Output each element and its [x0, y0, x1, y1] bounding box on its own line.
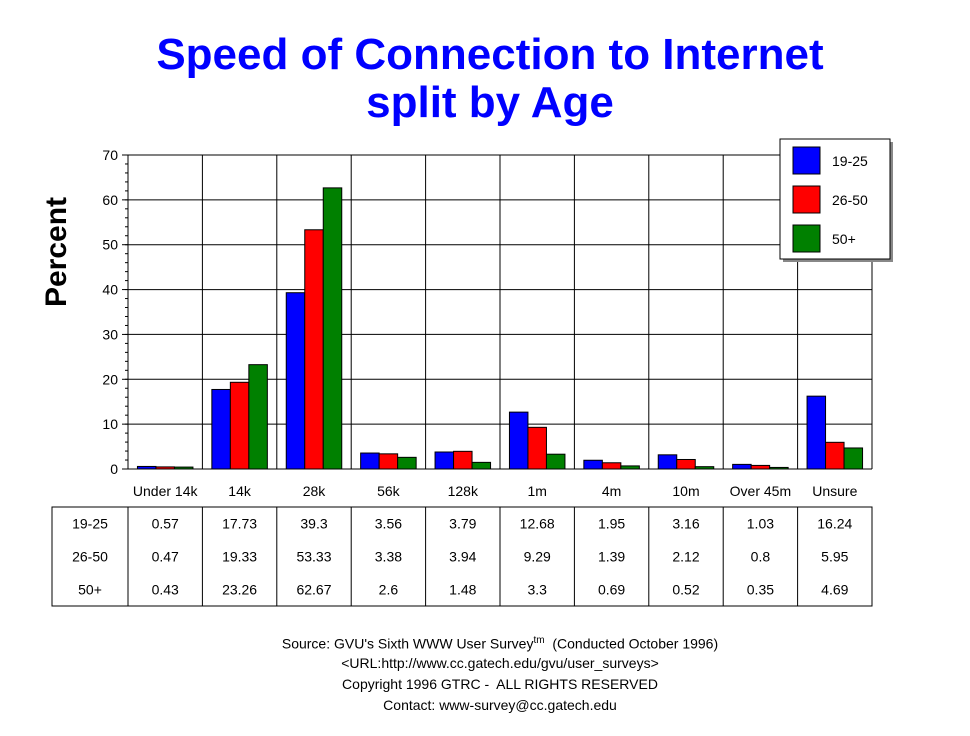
x-tick-label: 28k [303, 483, 327, 499]
table-cell: 19.33 [222, 549, 257, 565]
grid [127, 154, 873, 470]
table-cell: 3.16 [672, 516, 699, 532]
y-axis-label-wrapper: Percent [40, 197, 73, 307]
table-cell: 12.68 [520, 516, 555, 532]
table-cell: 23.26 [222, 582, 257, 598]
bar [471, 461, 492, 470]
table-cell: 1.95 [598, 516, 625, 532]
y-tick-label: 50 [102, 237, 118, 253]
table-cell: 2.12 [672, 549, 699, 565]
bar [360, 452, 380, 470]
table-cell: 0.35 [747, 582, 774, 598]
x-tick-labels: Under 14k 14k 28k 56k 128k 1m 4m 10m Over 45m Uns… [133, 483, 858, 499]
bar [732, 463, 752, 470]
data-table: 19-25 0.57 17.73 39.3 3.56 3.79 12.68 1.95 3.16 1… [51, 506, 873, 607]
y-tick-label: 60 [102, 192, 118, 208]
table-cell: 1.48 [449, 582, 476, 598]
legend-label: 19-25 [832, 153, 868, 169]
source-date: (Conducted October 1996) [544, 635, 719, 652]
table-cell: 2.6 [379, 582, 399, 598]
x-tick-label: 128k [448, 483, 479, 499]
bar [583, 459, 603, 470]
bar [229, 381, 250, 470]
x-tick-label: Over 45m [730, 483, 791, 499]
table-row-label: 19-25 [72, 516, 108, 532]
table-row-label: 26-50 [72, 549, 108, 565]
table-cell: 3.94 [449, 549, 476, 565]
legend-swatch [792, 146, 821, 175]
bar [304, 229, 324, 470]
chart-title-line-1: Speed of Connection to Internet [156, 30, 824, 79]
table-cell: 1.39 [598, 549, 625, 565]
bar [806, 395, 827, 470]
table-border [51, 506, 873, 607]
table-cell: 9.29 [524, 549, 551, 565]
bar [434, 451, 455, 470]
table-cell: 3.79 [449, 516, 476, 532]
table-cell: 0.52 [672, 582, 699, 598]
y-axis-label: Percent [40, 197, 73, 307]
bar [657, 454, 678, 470]
table-cell: 16.24 [817, 516, 852, 532]
table-cell: 39.3 [300, 516, 327, 532]
source-url: <URL:http://www.cc.gatech.edu/gvu/user_s… [341, 655, 659, 671]
x-tick-label: 10m [672, 483, 699, 499]
legend: 19-25 26-50 50+ [779, 138, 893, 262]
table-cell: 4.69 [821, 582, 848, 598]
table-row-label: 50+ [78, 582, 102, 598]
x-tick-label: 56k [377, 483, 401, 499]
bar [211, 388, 231, 470]
y-tick-label: 70 [102, 147, 118, 163]
bar [545, 453, 566, 470]
legend-swatch [792, 224, 821, 253]
table-cell: 3.38 [375, 549, 402, 565]
table-cell: 62.67 [296, 582, 331, 598]
table-cell: 17.73 [222, 516, 257, 532]
x-tick-label: Unsure [812, 483, 857, 499]
bar [843, 447, 864, 470]
table-cell: 0.8 [751, 549, 771, 565]
bar [397, 456, 417, 470]
table-cell: 3.3 [527, 582, 547, 598]
bar [676, 458, 696, 470]
bar [750, 464, 771, 470]
legend-label: 50+ [832, 231, 856, 247]
bar [508, 411, 529, 470]
y-tick-label: 30 [102, 326, 118, 342]
bar [248, 364, 268, 470]
bar [601, 462, 622, 470]
y-tick-label: 0 [110, 461, 118, 477]
table-cell: 5.95 [821, 549, 848, 565]
copyright: Copyright 1996 GTRC - ALL RIGHTS RESERVE… [342, 676, 658, 692]
x-tick-label: Under 14k [133, 483, 199, 499]
bar [453, 450, 473, 470]
x-tick-label: 4m [602, 483, 621, 499]
legend-label: 26-50 [832, 192, 868, 208]
bar [527, 426, 547, 470]
bar [285, 292, 306, 470]
table-cell: 0.47 [152, 549, 179, 565]
table-cell: 1.03 [747, 516, 774, 532]
table-cell: 3.56 [375, 516, 402, 532]
source-line: Source: GVU's Sixth WWW User Surveytm (C… [0, 635, 970, 652]
table-cell: 0.57 [152, 516, 179, 532]
y-tick-label: 40 [102, 282, 118, 298]
y-tick-label: 10 [102, 416, 118, 432]
x-tick-label: 14k [228, 483, 252, 499]
y-tick-label: 20 [102, 371, 118, 387]
chart-title-line-2: split by Age [366, 78, 614, 127]
bar [322, 187, 343, 470]
table-cell: 0.69 [598, 582, 625, 598]
x-tick-label: 1m [527, 483, 546, 499]
bar [378, 453, 399, 470]
bar [825, 441, 845, 470]
contact: Contact: www-survey@cc.gatech.edu [383, 697, 617, 713]
source-text: Source: GVU's Sixth WWW User Survey [281, 635, 534, 652]
trademark-sup: tm [533, 635, 545, 646]
axes: 0 10 20 30 40 50 60 70 [102, 147, 872, 477]
table-cell: 53.33 [296, 549, 331, 565]
table-cell: 0.43 [152, 582, 179, 598]
legend-swatch [792, 185, 821, 214]
